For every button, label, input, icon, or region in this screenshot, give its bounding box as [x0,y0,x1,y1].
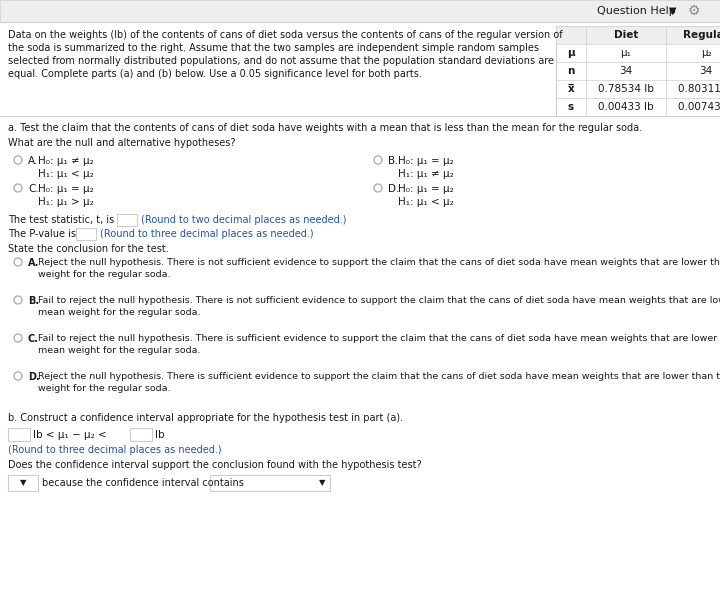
Text: C.: C. [28,334,39,344]
Text: selected from normally distributed populations, and do not assume that the popul: selected from normally distributed popul… [8,56,554,66]
Text: A.: A. [28,258,40,268]
Text: 0.00433 lb: 0.00433 lb [598,102,654,112]
Text: Reject the null hypothesis. There is sufficient evidence to support the claim th: Reject the null hypothesis. There is suf… [38,372,720,381]
FancyBboxPatch shape [117,214,137,226]
FancyBboxPatch shape [0,0,720,22]
Text: Does the confidence interval support the conclusion found with the hypothesis te: Does the confidence interval support the… [8,460,422,470]
Text: n: n [567,66,575,76]
Text: ⚙: ⚙ [688,4,701,18]
Text: H₀: μ₁ = μ₂: H₀: μ₁ = μ₂ [38,184,94,194]
Text: because the confidence interval contains: because the confidence interval contains [42,478,244,488]
Text: μ₁: μ₁ [621,48,631,58]
Text: Fail to reject the null hypothesis. There is not sufficient evidence to support : Fail to reject the null hypothesis. Ther… [38,296,720,305]
Text: lb < μ₁ − μ₂ <: lb < μ₁ − μ₂ < [33,430,107,440]
Text: μ₂: μ₂ [701,48,711,58]
FancyBboxPatch shape [8,475,38,491]
Text: weight for the regular soda.: weight for the regular soda. [38,384,171,393]
Text: H₀: μ₁ = μ₂: H₀: μ₁ = μ₂ [398,156,454,166]
Text: H₁: μ₁ > μ₂: H₁: μ₁ > μ₂ [38,197,94,207]
Text: H₀: μ₁ ≠ μ₂: H₀: μ₁ ≠ μ₂ [38,156,94,166]
Text: H₁: μ₁ ≠ μ₂: H₁: μ₁ ≠ μ₂ [398,169,454,179]
FancyBboxPatch shape [130,428,152,441]
Text: 0.78534 lb: 0.78534 lb [598,84,654,94]
Text: B.: B. [388,156,398,166]
Text: Question Help: Question Help [597,6,676,16]
Text: Diet: Diet [614,30,638,40]
Text: Reject the null hypothesis. There is not sufficient evidence to support the clai: Reject the null hypothesis. There is not… [38,258,720,267]
Text: 0.80311 lb: 0.80311 lb [678,84,720,94]
FancyBboxPatch shape [210,475,330,491]
Text: ▼: ▼ [319,479,325,487]
Text: (Round to three decimal places as needed.): (Round to three decimal places as needed… [100,229,314,239]
Text: s: s [568,102,574,112]
Text: b. Construct a confidence interval appropriate for the hypothesis test in part (: b. Construct a confidence interval appro… [8,413,403,423]
Text: the soda is summarized to the right. Assume that the two samples are independent: the soda is summarized to the right. Ass… [8,43,539,53]
Text: 0.00743 lb: 0.00743 lb [678,102,720,112]
Text: lb: lb [155,430,165,440]
Text: equal. Complete parts (a) and (b) below. Use a 0.05 significance level for both : equal. Complete parts (a) and (b) below.… [8,69,422,79]
Text: D.: D. [28,372,40,382]
Text: (Round to two decimal places as needed.): (Round to two decimal places as needed.) [141,215,346,225]
FancyBboxPatch shape [556,26,720,44]
Text: H₁: μ₁ < μ₂: H₁: μ₁ < μ₂ [398,197,454,207]
Text: a. Test the claim that the contents of cans of diet soda have weights with a mea: a. Test the claim that the contents of c… [8,123,642,133]
Text: State the conclusion for the test.: State the conclusion for the test. [8,244,168,254]
Text: H₀: μ₁ = μ₂: H₀: μ₁ = μ₂ [398,184,454,194]
Text: weight for the regular soda.: weight for the regular soda. [38,270,171,279]
Text: Fail to reject the null hypothesis. There is sufficient evidence to support the : Fail to reject the null hypothesis. Ther… [38,334,720,343]
Text: mean weight for the regular soda.: mean weight for the regular soda. [38,346,200,355]
FancyBboxPatch shape [8,428,30,441]
Text: 34: 34 [619,66,633,76]
Text: (Round to three decimal places as needed.): (Round to three decimal places as needed… [8,445,222,455]
Text: H₁: μ₁ < μ₂: H₁: μ₁ < μ₂ [38,169,94,179]
Text: C.: C. [28,184,39,194]
Text: ▼: ▼ [19,479,26,487]
Text: x̅: x̅ [567,84,575,94]
Text: B.: B. [28,296,39,306]
Text: D.: D. [388,184,400,194]
Text: ▼: ▼ [669,6,677,16]
Text: mean weight for the regular soda.: mean weight for the regular soda. [38,308,200,317]
Text: μ: μ [567,48,575,58]
Text: The P-value is: The P-value is [8,229,76,239]
Text: Regular: Regular [683,30,720,40]
FancyBboxPatch shape [556,26,720,116]
Text: What are the null and alternative hypotheses?: What are the null and alternative hypoth… [8,138,235,148]
Text: A.: A. [28,156,38,166]
Text: The test statistic, t, is: The test statistic, t, is [8,215,114,225]
Text: Data on the weights (lb) of the contents of cans of diet soda versus the content: Data on the weights (lb) of the contents… [8,30,562,40]
FancyBboxPatch shape [76,228,96,240]
Text: 34: 34 [699,66,713,76]
